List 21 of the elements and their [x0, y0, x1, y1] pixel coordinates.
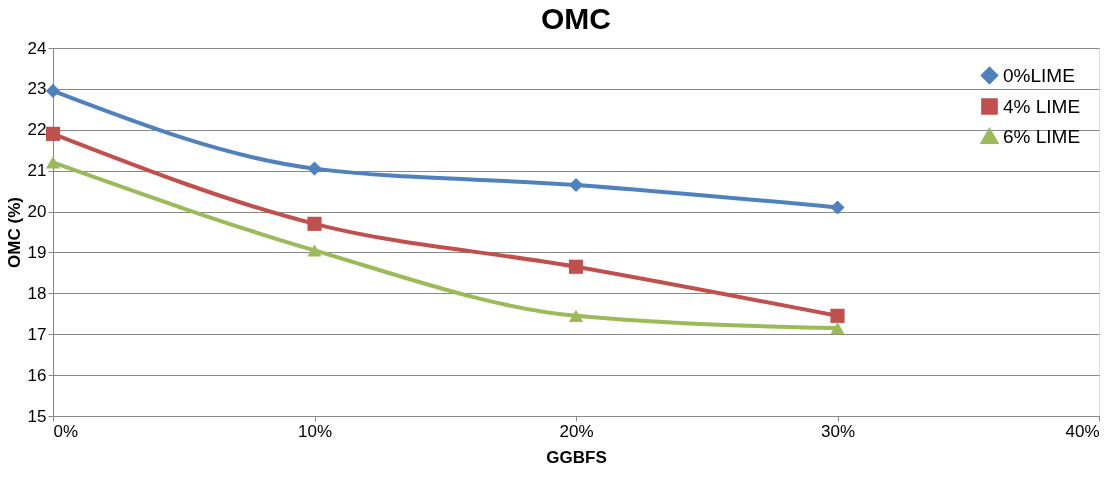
- y-tick-label: 21: [27, 161, 47, 181]
- x-tick-label: 40%: [1065, 421, 1100, 441]
- x-axis-title: GGBFS: [546, 447, 607, 467]
- y-tick-label: 19: [27, 242, 47, 262]
- legend-label: 6% LIME: [1003, 125, 1081, 147]
- y-tick-label: 16: [27, 365, 47, 385]
- x-tick-label: 10%: [297, 421, 333, 441]
- chart-title: OMC: [541, 2, 611, 35]
- y-tick-label: 23: [27, 79, 47, 99]
- y-tick-label: 18: [27, 283, 47, 303]
- x-tick-label: 0%: [53, 421, 79, 441]
- x-tick-label: 20%: [559, 421, 594, 441]
- y-tick-label: 22: [27, 120, 47, 140]
- y-tick-label: 20: [27, 202, 47, 222]
- y-tick-label: 15: [27, 406, 47, 426]
- y-axis-title: OMC (%): [4, 197, 24, 268]
- legend-label: 4% LIME: [1003, 95, 1081, 117]
- legend-label: 0%LIME: [1003, 64, 1075, 86]
- y-tick-label: 17: [27, 324, 47, 344]
- x-tick-label: 30%: [820, 421, 856, 441]
- y-tick-label: 24: [27, 38, 47, 58]
